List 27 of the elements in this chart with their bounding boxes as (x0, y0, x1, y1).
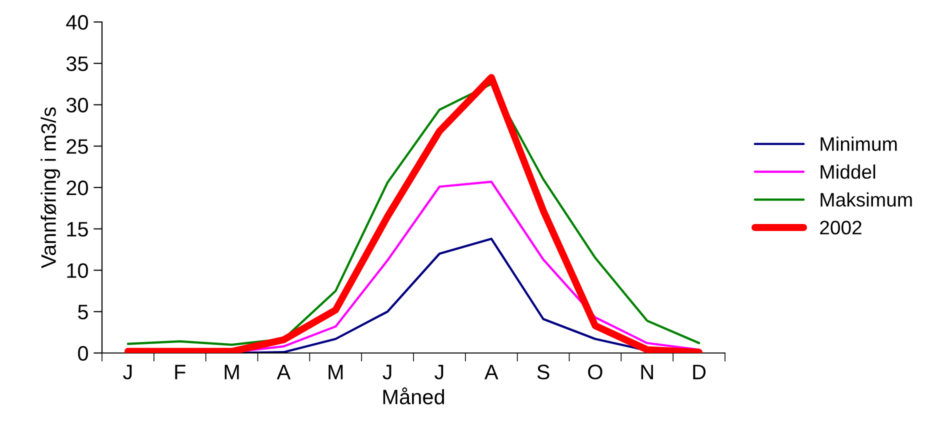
y-tick-label: 20 (66, 180, 88, 196)
x-tick-label: A (276, 364, 291, 380)
x-tick-label: M (328, 364, 343, 380)
legend-label: Middel (820, 164, 876, 179)
y-tick-label: 35 (66, 56, 88, 72)
legend-label: 2002 (820, 220, 862, 234)
y-tick-label: 0 (78, 346, 88, 361)
y-tick-label: 10 (67, 263, 88, 278)
x-tick-label: F (175, 364, 186, 380)
x-tick-label: J (434, 364, 444, 380)
y-axis-title: Vannføring i m3/s (40, 107, 60, 268)
x-tick-label: S (537, 364, 550, 380)
x-tick-label: O (588, 364, 602, 380)
legend-label: Maksimum (820, 192, 912, 207)
y-tick-label: 5 (78, 304, 88, 320)
x-tick-label: D (693, 364, 706, 380)
x-tick-label: M (224, 364, 239, 380)
x-tick-label: J (382, 364, 392, 380)
x-tick-label: N (641, 364, 653, 380)
y-tick-label: 25 (66, 139, 88, 154)
legend-label: Minimum (820, 136, 897, 151)
y-tick-label: 15 (67, 222, 88, 237)
x-tick-label: A (484, 364, 498, 380)
y-tick-label: 30 (66, 98, 88, 113)
y-tick-label: 40 (66, 15, 88, 30)
x-tick-label: J (123, 364, 132, 380)
x-axis-title: Måned (383, 387, 444, 404)
